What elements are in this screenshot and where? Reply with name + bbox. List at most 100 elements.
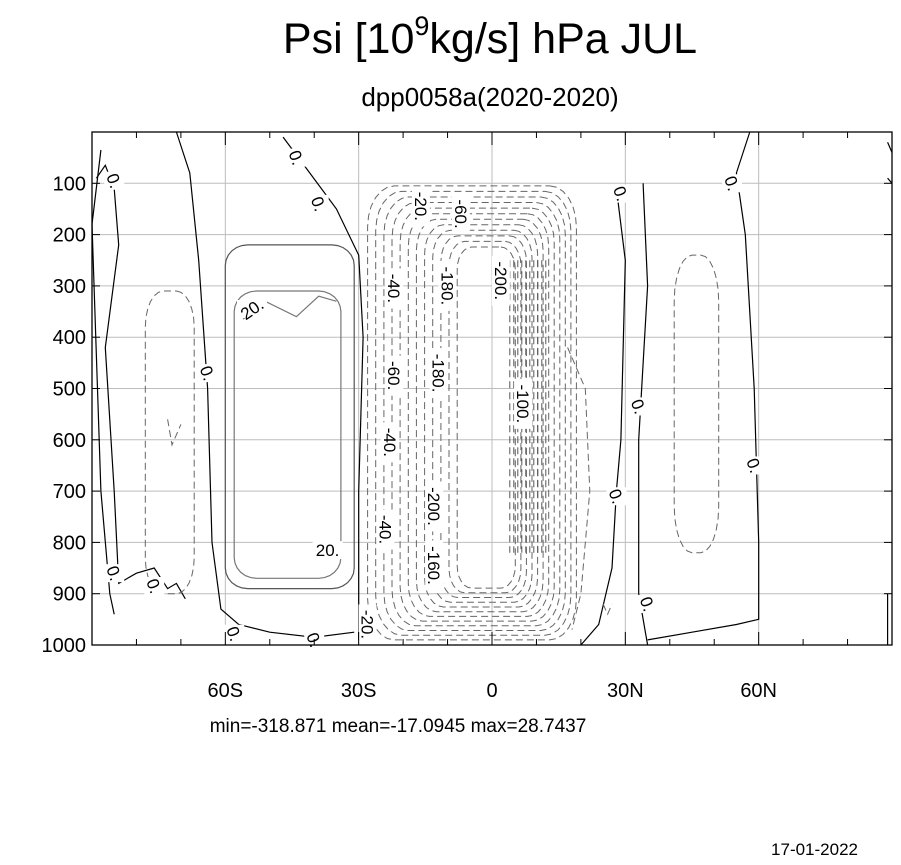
y-tick-label: 900 [53, 584, 86, 606]
y-tick-label: 500 [53, 379, 86, 401]
contour-line-zero [282, 136, 364, 640]
contour-label-bg [438, 260, 457, 311]
contour-label-bg [197, 364, 218, 383]
contour-label: 0. [102, 563, 125, 583]
contour-label-bg [637, 594, 658, 613]
y-tick-label: 700 [53, 481, 86, 503]
contour-label: -20. [411, 192, 430, 221]
contour-label: 0. [222, 624, 245, 644]
y-tick-label: 800 [53, 532, 86, 554]
contour-label: 0. [609, 184, 632, 204]
contour-label: -60. [451, 199, 470, 228]
contour-label-bg [610, 184, 631, 203]
contour-label-bg [425, 540, 444, 591]
y-tick-label: 600 [53, 430, 86, 452]
contour-label-bg [104, 171, 125, 190]
contour-line-zero [647, 131, 760, 641]
contour-line-negative [383, 196, 566, 631]
contour-line-negative [673, 254, 720, 554]
contour-label: 0. [742, 456, 765, 476]
contour-label-bg [385, 355, 404, 396]
contour-label: 20. [316, 541, 340, 560]
contour-line-zero [91, 149, 115, 615]
contour-label: 0. [285, 148, 308, 168]
contour-label: 0. [627, 397, 650, 417]
contour-label-bg [224, 624, 245, 643]
y-tick-label: 200 [53, 225, 86, 247]
contour-line-zero [887, 142, 893, 153]
contour-line-negative [424, 224, 539, 608]
contour-line-negative [415, 218, 544, 613]
x-tick-label: 0 [486, 680, 497, 702]
contour-label: -200. [424, 487, 443, 526]
contour-label: -40. [380, 428, 399, 457]
contour-label: 0. [102, 171, 125, 191]
contour-label: 20. [237, 295, 267, 324]
contour-label-bg [237, 299, 267, 318]
x-tick-label: 60N [740, 680, 777, 702]
contour-label-bg [376, 509, 395, 550]
contour-line-negative [567, 347, 591, 630]
y-tick-label: 300 [53, 276, 86, 298]
contour-label: 0. [636, 594, 659, 614]
plot-frame [91, 131, 893, 646]
y-tick-label: 1000 [42, 635, 87, 657]
contour-label-bg [451, 194, 470, 235]
x-tick-label: 30N [607, 680, 644, 702]
contour-label: -100. [513, 385, 532, 424]
y-tick-label: 100 [53, 173, 86, 195]
contour-line-zero [580, 188, 626, 646]
contour-label: -180. [429, 354, 448, 393]
contour-labels: 0. 0. 0. 0. 0. 0. 0. 0. 20. 20. -20. -60. -40. -180. -… [102, 148, 765, 650]
contour-line-negative [167, 419, 182, 447]
contour-line-negative [144, 290, 195, 595]
contour-line-negative [399, 207, 555, 622]
grid-lines [92, 132, 892, 646]
contour-label-bg [358, 604, 377, 645]
contour-line-negative [367, 185, 577, 641]
axes: 100 200 300 400 500 600 700 800 900 1000 60S 30S 0 30… [42, 132, 892, 702]
contour-line-zero [95, 164, 186, 600]
contour-label: 0. [605, 486, 628, 506]
contour-label-bg [104, 564, 125, 583]
footer-date: 17-01-2022 [771, 840, 858, 859]
contour-label-bg [144, 577, 165, 596]
contour-line-negative [407, 213, 550, 617]
contour-label: 0. [196, 363, 219, 383]
contour-line-negative [375, 190, 572, 636]
contour-label-bg [491, 255, 510, 306]
contour-label: -40. [375, 515, 394, 544]
contour-line-negative [602, 603, 613, 616]
contour-line-negative [448, 240, 522, 594]
chart-subtitle: dpp0058a(2020-2020) [361, 82, 618, 112]
contour-label: -180. [438, 267, 457, 306]
contour-label: -20. [358, 610, 377, 639]
contour-label-bg [411, 186, 430, 227]
contour-label: 0. [307, 194, 330, 214]
contour-label-bg [429, 348, 448, 399]
contour-line-positive [224, 244, 355, 590]
x-tick-label: 60S [208, 680, 244, 702]
contour-label-bg [312, 541, 343, 560]
contour-label-bg [385, 268, 404, 309]
contour-line-negative [440, 235, 527, 598]
stats-line: min=-318.871 mean=-17.0945 max=28.7437 [210, 716, 587, 737]
x-tick-label: 30S [341, 680, 377, 702]
contour-label-bg [744, 456, 765, 475]
contour-label: 0. [720, 174, 743, 194]
contour-label-bg [606, 487, 627, 506]
contour-line-zero [887, 177, 893, 184]
contour-label: 0. [142, 576, 165, 596]
contour-line-negative [391, 202, 561, 627]
contour-label-bg [380, 422, 399, 463]
y-tick-label: 400 [53, 327, 86, 349]
contour-label: -200. [491, 261, 510, 300]
contour-line-zero [175, 131, 355, 638]
contour-label-bg [722, 174, 742, 193]
contour-label: -160. [424, 546, 443, 585]
contour-line-negative [432, 229, 533, 603]
contour-label-bg [425, 481, 444, 532]
contour-label-bg [514, 378, 533, 429]
chart-title: Psi [109kg/s] hPa JUL [283, 11, 697, 63]
